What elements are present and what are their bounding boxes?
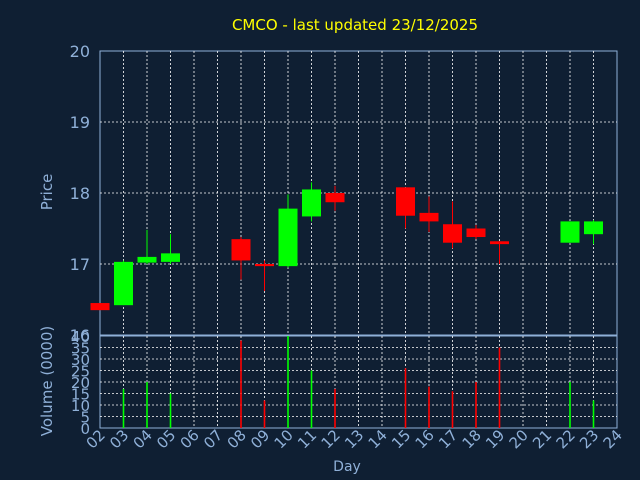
- volume-bar: [334, 388, 336, 428]
- volume-tick-label: 10: [71, 397, 90, 415]
- x-tick-label: 13: [341, 426, 367, 452]
- volume-bar: [475, 382, 477, 428]
- candle-body: [114, 261, 133, 306]
- x-tick-label: 07: [200, 426, 226, 452]
- price-tick-label: 16: [70, 326, 90, 345]
- candle-body: [325, 193, 345, 203]
- price-panel: 16 17 18 19 20: [70, 42, 618, 345]
- volume-bar: [498, 347, 501, 428]
- candle-body: [560, 221, 580, 243]
- x-tick-label: 17: [435, 426, 461, 452]
- volume-tick-label: 25: [71, 363, 90, 381]
- x-tick-label: 14: [365, 426, 391, 452]
- x-tick-label: 10: [271, 426, 297, 452]
- price-tick-label: 19: [70, 113, 90, 132]
- volume-bar: [592, 400, 595, 428]
- price-tick-label: 20: [70, 42, 90, 61]
- volume-tick-label: 35: [71, 340, 90, 358]
- price-tick-label: 18: [70, 184, 90, 203]
- volume-bar: [287, 336, 289, 428]
- volume-tick-label: 0: [80, 420, 90, 438]
- volume-tick-label: 40: [71, 328, 90, 346]
- x-tick-label: 15: [388, 426, 414, 452]
- candle-body: [466, 228, 486, 238]
- volume-bar: [569, 382, 571, 428]
- volume-bar: [240, 340, 242, 428]
- price-axis-label: Price: [38, 174, 56, 211]
- volume-tick-label: 30: [71, 351, 90, 369]
- candle-body: [137, 256, 157, 263]
- x-tick-label: 21: [529, 426, 555, 452]
- x-tick-label: 11: [294, 426, 320, 452]
- volume-bar: [263, 400, 266, 428]
- price-tick-label: 17: [70, 255, 90, 274]
- candle-body: [90, 303, 110, 311]
- candle-body: [584, 221, 603, 235]
- volume-panel: 0510152025303540020304050607080910111213…: [71, 328, 626, 452]
- candle-body: [419, 212, 439, 222]
- candle-body: [231, 239, 251, 261]
- x-axis-label: Day: [333, 459, 361, 475]
- volume-bar: [146, 382, 148, 428]
- chart-title: CMCO - last updated 23/12/2025: [232, 16, 478, 34]
- x-tick-label: 18: [459, 426, 485, 452]
- x-tick-label: 23: [576, 426, 602, 452]
- volume-bar: [310, 370, 313, 428]
- volume-bar: [428, 386, 430, 428]
- volume-bar: [169, 393, 172, 428]
- x-tick-label: 19: [482, 426, 508, 452]
- x-tick-label: 12: [318, 426, 344, 452]
- candle-body: [255, 264, 274, 267]
- x-tick-label: 16: [412, 426, 438, 452]
- volume-bar: [122, 388, 125, 428]
- volume-bar: [404, 368, 407, 428]
- candle-body: [490, 241, 509, 245]
- x-tick-label: 24: [600, 426, 626, 452]
- candle-body: [302, 189, 321, 217]
- candle-body: [443, 224, 462, 243]
- x-tick-label: 22: [553, 426, 579, 452]
- volume-axis-label: Volume (0000): [38, 326, 56, 436]
- volume-tick-label: 20: [71, 374, 90, 392]
- candle-body: [396, 187, 415, 216]
- x-tick-label: 08: [224, 426, 250, 452]
- volume-tick-label: 15: [71, 386, 90, 404]
- x-tick-label: 20: [506, 426, 532, 452]
- x-tick-label: 05: [153, 426, 179, 452]
- volume-bar: [451, 391, 454, 428]
- x-tick-label: 06: [177, 426, 203, 452]
- x-tick-label: 03: [106, 426, 132, 452]
- x-tick-label: 04: [130, 426, 156, 452]
- volume-tick-label: 5: [80, 409, 90, 427]
- x-tick-label: 09: [247, 426, 273, 452]
- candle-body: [161, 253, 180, 262]
- candle-body: [278, 208, 298, 267]
